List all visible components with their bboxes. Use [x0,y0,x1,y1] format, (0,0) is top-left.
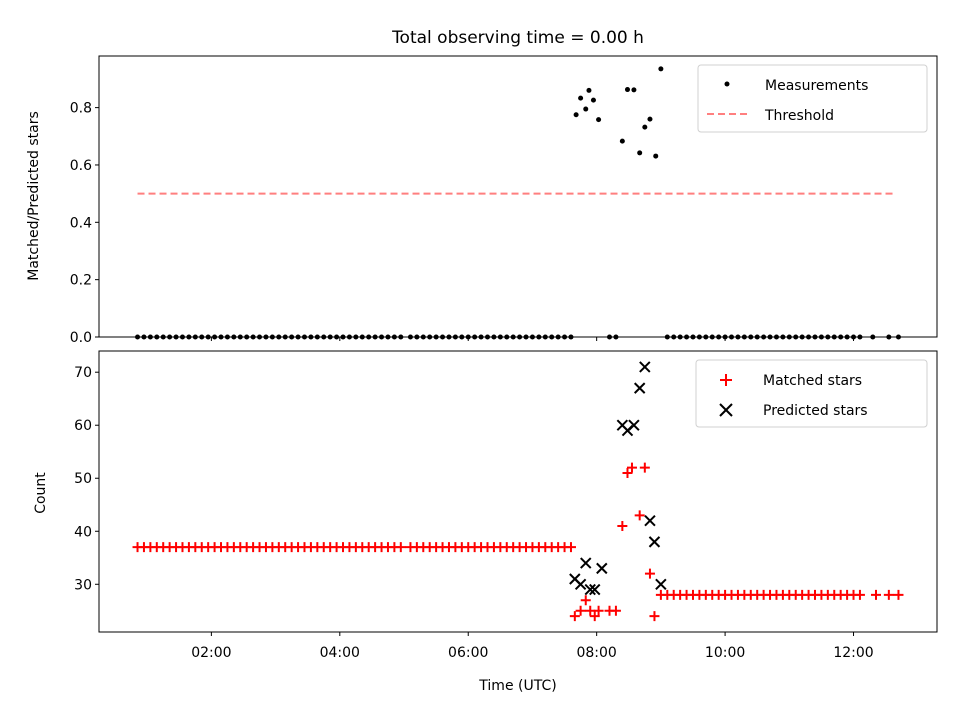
chart-title: Total observing time = 0.00 h [391,28,644,48]
top-legend: Measurements Threshold [697,64,928,133]
top-y-axis: 0.0 0.2 0.4 0.6 0.8 [70,101,99,346]
matched-star-point [644,568,655,579]
matched-star-point [575,605,586,616]
legend-threshold-label: Threshold [764,108,834,124]
y-tick-label: 0.4 [70,215,92,231]
legend-measurements-marker [724,81,730,87]
matched-star-point [634,510,645,521]
x-tick-label: 02:00 [191,645,231,661]
x-axis-label: Time (UTC) [478,678,556,694]
measurement-point [596,117,602,123]
measurement-point [653,153,659,159]
y-tick-label: 0.6 [70,158,92,174]
measurement-point [658,66,664,72]
bottom-y-axis: 30 40 50 60 70 [74,365,99,593]
predicted-star-point [644,514,656,527]
measurement-point [624,87,630,93]
matched-star-point [610,605,621,616]
matched-star-point [585,605,596,616]
bottom-legend: Matched stars Predicted stars [695,359,928,428]
bottom-y-axis-label: Count [33,472,49,514]
legend-predicted-label: Predicted stars [763,403,868,419]
matched-star-point [580,595,591,606]
y-tick-label: 0.2 [70,273,92,289]
predicted-star-point [596,562,608,575]
predicted-star-point [574,578,587,590]
measurement-point [619,138,625,144]
x-tick-label: 08:00 [576,645,616,661]
measurement-point [642,124,648,130]
predicted-star-point [580,557,592,569]
matched-star-point [622,467,633,478]
predicted-star-point [633,382,646,394]
x-tick-label: 10:00 [705,645,745,661]
y-tick-label: 70 [74,365,92,381]
measurement-point [573,112,579,118]
top-y-axis-label: Matched/Predicted stars [26,111,42,281]
matched-star-point [639,462,650,473]
y-tick-label: 40 [74,524,92,540]
matched-star-point [893,589,904,600]
measurement-point [631,87,637,93]
matched-star-point [617,520,628,531]
legend-predicted-marker [719,403,733,417]
top-legend-box [697,64,928,133]
matched-star-point [883,589,894,600]
legend-measurements-label: Measurements [765,78,868,94]
legend-matched-label: Matched stars [763,373,862,389]
y-tick-label: 30 [74,577,92,593]
measurement-point [590,97,596,103]
predicted-star-point [648,536,661,548]
y-tick-label: 50 [74,471,92,487]
bottom-legend-box [695,359,928,428]
measurement-point [583,106,589,112]
matched-star-point [589,611,600,622]
legend-matched-marker [720,374,732,386]
bottom-panel: 30 40 50 60 70 02:00 04:00 06:00 08:00 10:00 12:0… [33,350,938,694]
matched-star-point [593,605,604,616]
predicted-star-point [584,583,596,596]
x-tick-label: 06:00 [448,645,488,661]
matched-star-point [626,462,637,473]
measurement-point [637,150,643,156]
predicted-star-point [655,578,667,590]
matched-star-point [395,542,406,553]
matched-star-point [649,611,660,622]
y-tick-label: 60 [74,418,92,434]
top-axes-frame [98,55,938,338]
predicted-star-point [639,361,651,373]
x-tick-label: 12:00 [833,645,873,661]
matched-star-point [569,611,580,622]
matched-star-point [565,542,576,553]
y-tick-label: 0.0 [70,330,92,346]
y-tick-label: 0.8 [70,101,92,117]
measurement-point [578,95,584,101]
x-tick-label: 04:00 [320,645,360,661]
top-plot-area [135,66,901,340]
measurement-point [586,87,592,93]
matched-star-point [870,589,881,600]
bottom-plot-area [132,361,904,622]
bottom-axes-frame [98,350,938,633]
matched-star-point [854,589,865,600]
bottom-x-axis: 02:00 04:00 06:00 08:00 10:00 12:00 [191,632,874,661]
predicted-star-point [589,583,601,596]
top-x-ticks [210,337,855,341]
predicted-star-point [628,419,640,431]
measurement-point [647,116,653,122]
top-panel: 0.00.20.40.60.8 Matched/Predicted stars … [26,55,938,346]
